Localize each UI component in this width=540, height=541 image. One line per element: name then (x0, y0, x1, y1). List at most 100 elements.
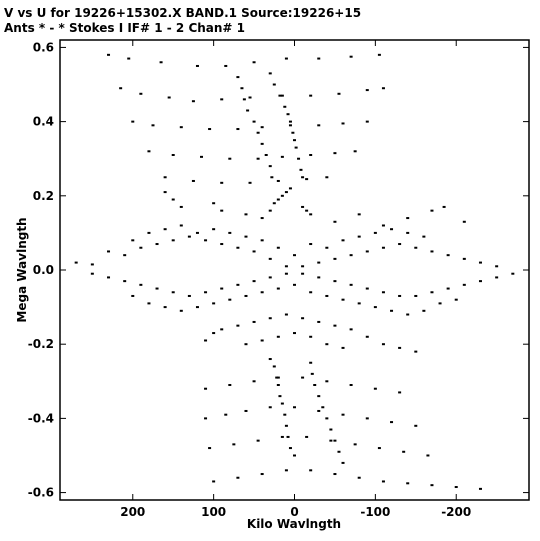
data-point (276, 335, 280, 338)
data-point (228, 157, 232, 160)
data-point (236, 76, 240, 79)
data-point (446, 287, 450, 290)
data-point (294, 146, 298, 149)
data-point (220, 328, 224, 331)
data-point (195, 64, 199, 67)
data-point (462, 257, 466, 260)
data-point (373, 387, 377, 390)
data-point (208, 447, 212, 450)
data-point (284, 272, 288, 275)
data-point (236, 128, 240, 131)
x-tick-label: 0 (290, 505, 298, 519)
data-point (349, 384, 353, 386)
data-point (167, 96, 171, 99)
data-point (333, 257, 337, 260)
data-point (414, 294, 418, 297)
data-point (147, 302, 151, 305)
data-point (187, 235, 191, 238)
data-point (301, 376, 305, 379)
data-point (127, 57, 131, 60)
data-point (278, 395, 282, 398)
plot-frame (59, 39, 530, 501)
data-point (286, 435, 290, 438)
data-points (74, 53, 515, 490)
data-point (426, 454, 430, 457)
data-point (236, 476, 240, 479)
data-point (119, 87, 123, 90)
data-point (191, 100, 195, 103)
data-point (228, 384, 232, 386)
data-point (244, 343, 248, 346)
data-point (317, 276, 321, 279)
data-point (283, 413, 287, 416)
data-point (256, 131, 260, 134)
data-point (381, 224, 385, 227)
data-point (495, 276, 499, 279)
y-tick-label: -0.4 (28, 411, 54, 425)
data-point (252, 250, 256, 253)
data-point (163, 228, 167, 231)
data-point (337, 92, 341, 95)
data-point (333, 152, 337, 155)
data-point (325, 417, 329, 420)
data-point (341, 413, 345, 416)
data-point (309, 213, 313, 216)
data-point (151, 124, 155, 127)
data-point (242, 98, 246, 101)
data-point (256, 157, 260, 160)
data-point (317, 320, 321, 323)
data-point (268, 276, 272, 279)
data-point (365, 417, 369, 420)
data-point (365, 335, 369, 338)
data-point (276, 384, 280, 386)
data-point (74, 261, 78, 264)
y-tick-label: 0.2 (33, 189, 54, 203)
data-point (373, 231, 377, 234)
data-point (236, 246, 240, 249)
data-point (349, 328, 353, 331)
data-point (280, 194, 284, 197)
data-point (179, 309, 183, 312)
data-point (260, 126, 264, 129)
data-point (208, 128, 212, 131)
data-point (341, 239, 345, 242)
x-tick-label: 100 (201, 505, 226, 519)
data-point (454, 486, 458, 489)
data-point (317, 395, 321, 398)
data-point (276, 198, 280, 201)
data-point (406, 231, 410, 234)
data-point (147, 231, 151, 234)
data-point (276, 246, 280, 249)
data-point (310, 372, 314, 375)
data-point (398, 346, 402, 349)
data-point (228, 298, 232, 301)
data-point (286, 113, 290, 116)
data-point (357, 213, 361, 216)
data-point (293, 454, 296, 457)
data-point (341, 461, 345, 464)
data-point (353, 443, 357, 446)
data-point (373, 306, 377, 309)
data-point (248, 181, 252, 184)
data-point (301, 176, 305, 179)
data-point (297, 157, 301, 160)
data-point (284, 469, 288, 472)
data-point (381, 87, 385, 90)
data-point (333, 324, 337, 327)
data-point (159, 61, 163, 64)
data-point (195, 231, 199, 234)
data-point (236, 324, 240, 327)
data-point (329, 439, 333, 442)
chart-title: V vs U for 19226+15302.X BAND.1 Source:1… (4, 6, 361, 20)
data-point (191, 179, 195, 182)
data-point (187, 294, 191, 297)
data-point (381, 291, 385, 294)
data-point (107, 250, 111, 253)
data-point (228, 231, 232, 234)
data-point (329, 428, 333, 431)
data-point (313, 384, 317, 386)
data-point (293, 332, 296, 335)
data-point (260, 239, 264, 242)
data-point (280, 402, 284, 405)
